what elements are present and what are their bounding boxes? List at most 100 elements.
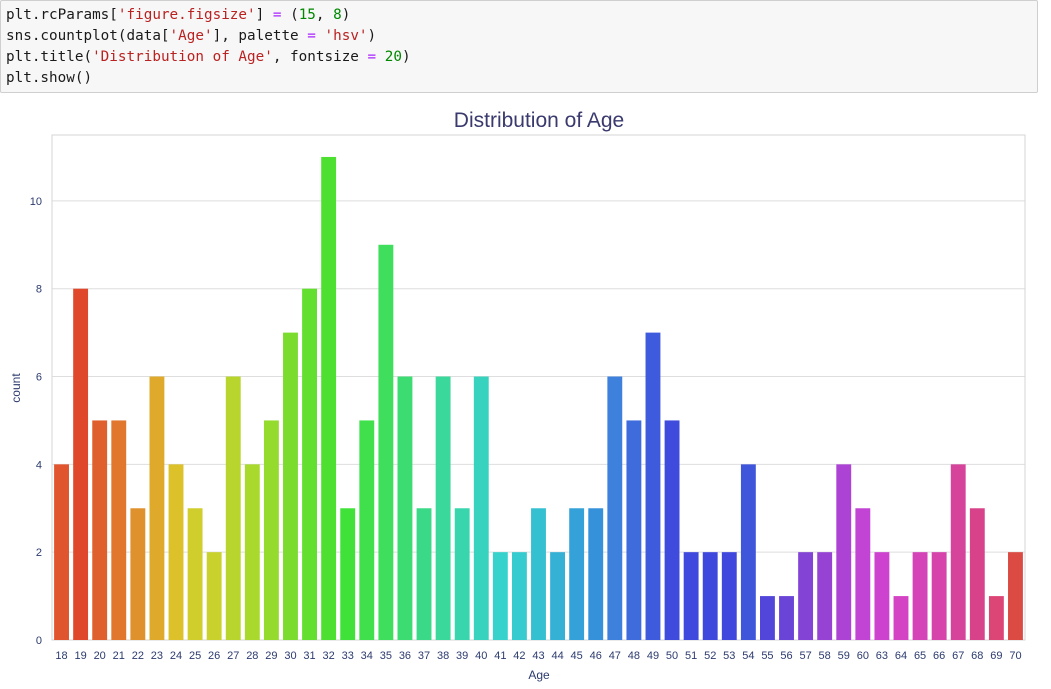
bar-age-42 xyxy=(511,552,527,640)
bar-age-69 xyxy=(988,596,1004,640)
bar-age-18 xyxy=(54,464,69,640)
x-tick-label: 59 xyxy=(838,650,850,662)
x-tick-label: 46 xyxy=(590,650,602,662)
bar-age-46 xyxy=(588,508,604,640)
x-tick-label: 68 xyxy=(971,650,983,662)
x-tick-label: 34 xyxy=(361,650,373,662)
x-tick-label: 60 xyxy=(857,650,869,662)
y-tick-label: 10 xyxy=(30,196,42,208)
x-axis-label: Age xyxy=(528,668,550,682)
bar-age-43 xyxy=(531,508,546,640)
bar-age-27 xyxy=(225,376,241,640)
y-tick-label: 4 xyxy=(36,459,42,471)
x-tick-label: 26 xyxy=(208,650,220,662)
x-tick-label: 33 xyxy=(342,650,354,662)
x-tick-label: 50 xyxy=(666,650,678,662)
bar-age-59 xyxy=(836,464,852,640)
x-tick-label: 49 xyxy=(647,650,659,662)
y-axis-label: count xyxy=(9,373,23,403)
bar-age-50 xyxy=(664,420,680,640)
x-tick-label: 35 xyxy=(380,650,392,662)
bar-age-22 xyxy=(130,508,146,640)
x-tick-label: 21 xyxy=(113,650,125,662)
x-tick-label: 36 xyxy=(399,650,411,662)
bar-age-70 xyxy=(1008,552,1023,640)
bar-age-60 xyxy=(855,508,871,640)
x-tick-label: 44 xyxy=(551,650,563,662)
x-tick-label: 38 xyxy=(437,650,449,662)
y-tick-labels: 0 2 4 6 8 10 xyxy=(30,196,42,647)
bar-age-20 xyxy=(92,420,108,640)
bar-age-68 xyxy=(969,508,985,640)
x-tick-label: 23 xyxy=(151,650,163,662)
bar-age-47 xyxy=(607,376,623,640)
bar-age-66 xyxy=(931,552,947,640)
x-tick-label: 22 xyxy=(132,650,144,662)
x-tick-label: 64 xyxy=(895,650,907,662)
bar-age-44 xyxy=(550,552,566,640)
bar-age-54 xyxy=(740,464,756,640)
bar-age-25 xyxy=(187,508,203,640)
bar-age-24 xyxy=(168,464,184,640)
x-tick-label: 29 xyxy=(265,650,277,662)
bar-age-57 xyxy=(798,552,814,640)
x-tick-label: 42 xyxy=(513,650,525,662)
bar-age-52 xyxy=(702,552,718,640)
gridlines xyxy=(52,200,1025,553)
bar-age-23 xyxy=(149,376,165,640)
bar-age-58 xyxy=(817,552,833,640)
x-tick-label: 28 xyxy=(246,650,258,662)
x-tick-label: 58 xyxy=(819,650,831,662)
x-tick-label: 57 xyxy=(799,650,811,662)
x-tick-label: 37 xyxy=(418,650,430,662)
x-tick-label: 63 xyxy=(876,650,888,662)
x-tick-label: 69 xyxy=(990,650,1002,662)
x-tick-label: 67 xyxy=(952,650,964,662)
bar-age-41 xyxy=(492,552,508,640)
x-tick-label: 66 xyxy=(933,650,945,662)
bar-age-26 xyxy=(206,552,222,640)
y-tick-label: 6 xyxy=(36,372,42,384)
y-tick-label: 0 xyxy=(36,635,42,647)
bar-age-39 xyxy=(454,508,470,640)
bar-age-49 xyxy=(645,332,661,640)
x-tick-label: 41 xyxy=(494,650,506,662)
x-tick-labels: 18 19 20 21 22 23 24 25 26 27 28 29 30 31 32 33 34 35 36 37… xyxy=(55,650,1021,662)
x-tick-label: 52 xyxy=(704,650,716,662)
bar-age-19 xyxy=(73,288,89,640)
x-tick-label: 48 xyxy=(628,650,640,662)
code-line: sns.countplot(data['Age'], palette = 'hs… xyxy=(6,28,377,44)
bar-age-51 xyxy=(683,552,699,640)
bar-age-48 xyxy=(626,420,642,640)
bar-age-32 xyxy=(321,156,337,640)
bar-age-38 xyxy=(435,376,451,640)
x-tick-label: 19 xyxy=(74,650,86,662)
x-tick-label: 55 xyxy=(761,650,773,662)
code-cell[interactable]: plt.rcParams['figure.figsize'] = (15, 8)… xyxy=(0,0,1038,93)
bar-age-31 xyxy=(302,288,317,640)
x-tick-label: 39 xyxy=(456,650,468,662)
x-tick-label: 25 xyxy=(189,650,201,662)
bar-age-40 xyxy=(473,376,489,640)
code-line: plt.show() xyxy=(6,70,93,86)
x-tick-label: 27 xyxy=(227,650,239,662)
bar-age-65 xyxy=(912,552,928,640)
bar-age-29 xyxy=(263,420,279,640)
bar-age-33 xyxy=(340,508,356,640)
x-tick-label: 32 xyxy=(323,650,335,662)
x-tick-label: 47 xyxy=(609,650,621,662)
bar-age-55 xyxy=(760,596,775,640)
x-tick-label: 54 xyxy=(742,650,754,662)
bar-age-45 xyxy=(569,508,585,640)
x-tick-label: 45 xyxy=(571,650,583,662)
bar-age-56 xyxy=(779,596,794,640)
chart-title: Distribution of Age xyxy=(454,109,624,132)
bar-age-35 xyxy=(378,244,394,641)
bars xyxy=(54,156,1023,641)
bar-age-67 xyxy=(950,464,966,640)
code-line: plt.title('Distribution of Age', fontsiz… xyxy=(6,49,411,65)
y-tick-label: 8 xyxy=(36,284,42,296)
x-tick-label: 43 xyxy=(532,650,544,662)
x-tick-label: 31 xyxy=(303,650,315,662)
